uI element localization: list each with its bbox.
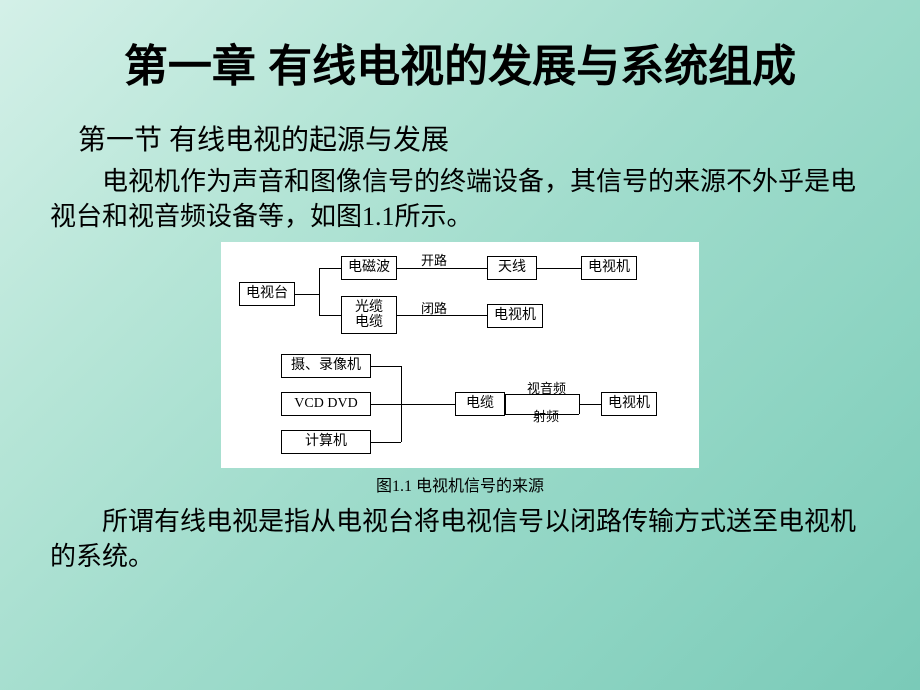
figure-caption: 图1.1 电视机信号的来源	[50, 472, 870, 496]
label-rf: 射频	[533, 406, 559, 425]
section-title: 第一节 有线电视的起源与发展	[50, 118, 870, 158]
edge-h-3	[397, 268, 487, 269]
paragraph-2: 所谓有线电视是指从电视台将电视信号以闭路传输方式送至电视机的系统。	[50, 504, 870, 574]
node-tv2: 电视机	[487, 304, 543, 328]
label-open: 开路	[421, 250, 447, 269]
edge-v-1	[401, 366, 402, 442]
edge-h-12	[579, 404, 601, 405]
edge-h-4	[537, 268, 581, 269]
edge-h-6	[371, 366, 401, 367]
node-tv1: 电视机	[581, 256, 637, 280]
edge-h-5	[397, 315, 487, 316]
node-computer: 计算机	[281, 430, 371, 454]
node-tv3: 电视机	[601, 392, 657, 416]
paragraph-1: 电视机作为声音和图像信号的终端设备，其信号的来源不外乎是电视台和视音频设备等，如…	[50, 164, 870, 234]
edge-h-2	[319, 315, 341, 316]
node-cable: 电缆	[455, 392, 505, 416]
edge-h-10	[505, 394, 579, 395]
edge-v-2	[505, 394, 506, 414]
node-fiber: 光缆 电缆	[341, 296, 397, 334]
edge-v-3	[579, 394, 580, 414]
node-camera: 摄、录像机	[281, 354, 371, 378]
slide: 第一章 有线电视的发展与系统组成 第一节 有线电视的起源与发展 电视机作为声音和…	[0, 0, 920, 604]
node-tvstation: 电视台	[239, 282, 295, 306]
node-antenna: 天线	[487, 256, 537, 280]
edge-h-8	[371, 442, 401, 443]
edge-v-0	[319, 268, 320, 315]
chapter-title: 第一章 有线电视的发展与系统组成	[50, 30, 870, 94]
edge-h-9	[401, 404, 455, 405]
node-vcddvd: VCD DVD	[281, 392, 371, 416]
edge-h-11	[505, 414, 579, 415]
edge-h-0	[295, 294, 319, 295]
diagram-figure: 电视台 电磁波 光缆 电缆 天线 电视机 电视机 摄、录像机 VCD DVD 计…	[221, 242, 699, 468]
node-emwave: 电磁波	[341, 256, 397, 280]
edge-h-1	[319, 268, 341, 269]
